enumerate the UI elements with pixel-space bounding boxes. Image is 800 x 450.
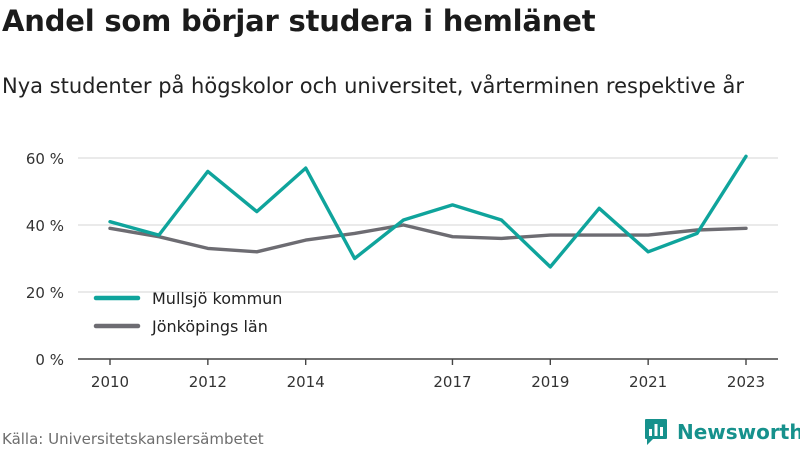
x-tick-label: 2023 <box>727 373 765 391</box>
y-tick-label: 60 % <box>26 150 64 168</box>
x-tick-label: 2021 <box>629 373 667 391</box>
x-tick-label: 2014 <box>287 373 325 391</box>
chart-title: Andel som börjar studera i hemlänet <box>2 4 596 38</box>
x-axis: 2010 2012 2014 2017 2019 2021 2023 <box>78 358 778 391</box>
x-tick-label: 2012 <box>189 373 227 391</box>
line-chart: 0 % 20 % 40 % 60 % 2010 2012 2014 2017 2019 2021… <box>26 150 778 391</box>
y-tick-label: 20 % <box>26 284 64 302</box>
x-tick-label: 2010 <box>91 373 129 391</box>
brand-logo: Newsworthy <box>644 418 800 446</box>
series-line <box>108 154 748 269</box>
chart-subtitle: Nya studenter på högskolor och universit… <box>2 74 744 98</box>
legend-label: Mullsjö kommun <box>152 289 282 308</box>
x-tick-label: 2017 <box>433 373 471 391</box>
legend-label: Jönköpings län <box>151 317 268 336</box>
series-line <box>108 223 748 254</box>
y-axis-tick-labels: 0 % 20 % 40 % 60 % <box>26 150 64 369</box>
y-tick-label: 40 % <box>26 217 64 235</box>
legend: Mullsjö kommun Jönköpings län <box>93 289 282 336</box>
grid-lines <box>78 157 778 293</box>
bar-chart-speech-bubble-icon <box>645 419 667 445</box>
brand-name: Newsworthy <box>677 420 800 444</box>
source-note: Källa: Universitetskanslersämbetet <box>2 430 264 448</box>
y-tick-label: 0 % <box>35 351 64 369</box>
series-lines <box>108 154 748 269</box>
x-tick-label: 2019 <box>531 373 569 391</box>
